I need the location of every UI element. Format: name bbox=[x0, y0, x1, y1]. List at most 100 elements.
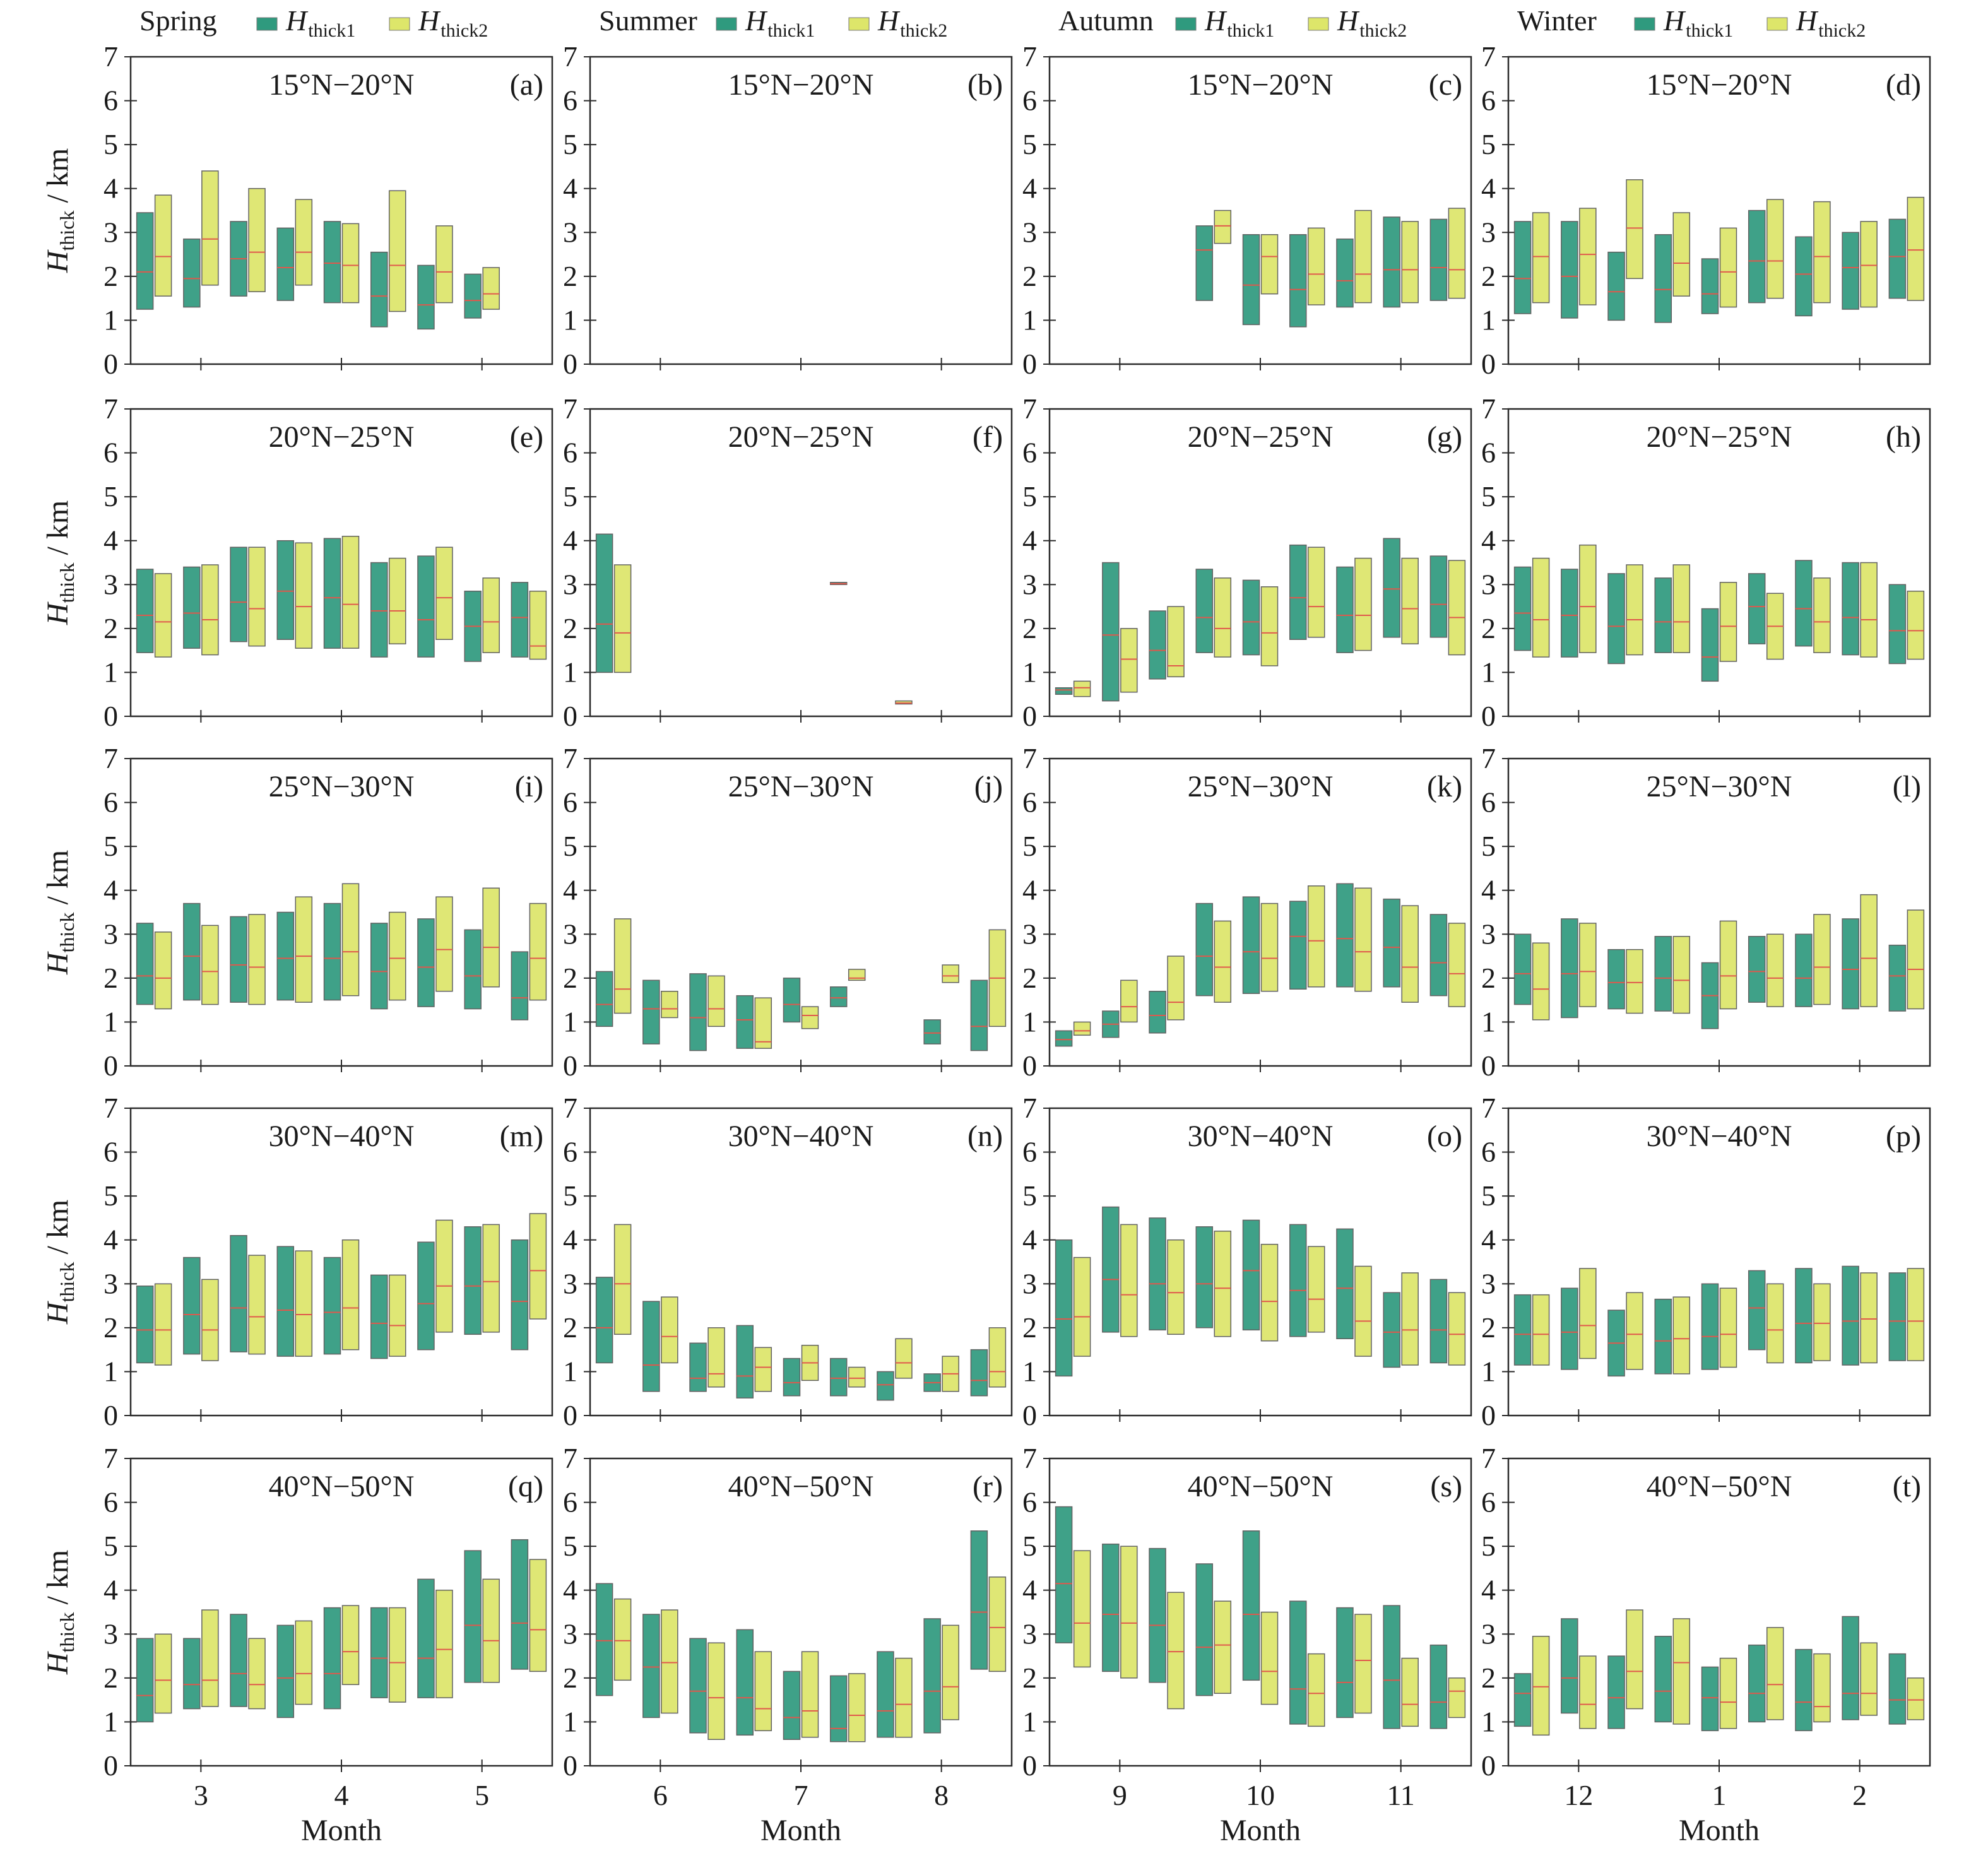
y-tick-label: 3 bbox=[104, 918, 118, 950]
box-thick1 bbox=[1654, 1298, 1672, 1375]
box-thick2 bbox=[201, 1609, 219, 1707]
box-thick2 bbox=[435, 896, 453, 992]
box-thick2 bbox=[154, 1633, 172, 1714]
y-tick-label: 5 bbox=[104, 128, 118, 160]
x-tick-label: 10 bbox=[1246, 1779, 1275, 1811]
panel-k: 0 1 2 3 4 5 6 7 25°N−30°N (k) bbox=[1022, 742, 1472, 1082]
box-thick1 bbox=[1561, 918, 1578, 1019]
box-thick2 bbox=[248, 1638, 266, 1710]
latitude-label: 40°N−50°N bbox=[728, 1470, 874, 1503]
box-thick2 bbox=[388, 190, 406, 312]
box-thick1 bbox=[595, 971, 613, 1027]
box-thick2 bbox=[1719, 1287, 1737, 1368]
legend-label-2: Hthick2 bbox=[1337, 4, 1407, 41]
box-thick1 bbox=[736, 995, 754, 1049]
box-thick2 bbox=[895, 1338, 913, 1379]
box-thick1 bbox=[1748, 210, 1766, 304]
legend-label-2: Hthick2 bbox=[418, 4, 488, 41]
box-thick2 bbox=[895, 700, 913, 705]
box-thick2 bbox=[248, 914, 266, 1005]
box-thick2 bbox=[1260, 1243, 1279, 1342]
box-thick2 bbox=[1120, 1224, 1138, 1337]
y-tick-label: 7 bbox=[1022, 1092, 1037, 1124]
box-thick1 bbox=[1842, 232, 1859, 310]
box-thick2 bbox=[1860, 221, 1878, 308]
box-thick1 bbox=[1607, 251, 1625, 321]
box-thick2 bbox=[1766, 199, 1784, 299]
box-thick2 bbox=[848, 1673, 866, 1742]
box-thick2 bbox=[435, 225, 453, 304]
box-thick1 bbox=[1242, 1530, 1260, 1681]
box-thick2 bbox=[661, 1296, 678, 1364]
box-thick1 bbox=[1607, 573, 1625, 665]
y-tick-label: 1 bbox=[1481, 1705, 1496, 1737]
box-thick2 bbox=[1813, 1283, 1831, 1361]
box-thick1 bbox=[1561, 221, 1578, 319]
y-tick-label: 0 bbox=[1481, 1050, 1496, 1082]
panel-m: 0 1 2 3 4 5 6 7 Hthick / km 30°N−40°N (m) bbox=[41, 1092, 553, 1431]
panel-r: 0 1 2 3 4 5 6 7 6 7 8 Month 40°N−50°N (r) bbox=[563, 1442, 1013, 1847]
box-thick2 bbox=[1766, 933, 1784, 1007]
latitude-label: 25°N−30°N bbox=[1647, 770, 1792, 803]
box-thick2 bbox=[341, 1239, 360, 1351]
y-tick-label: 2 bbox=[1481, 1311, 1496, 1344]
box-thick1 bbox=[642, 979, 660, 1044]
box-thick1 bbox=[323, 221, 341, 304]
box-thick1 bbox=[829, 1675, 848, 1742]
box-thick1 bbox=[1289, 901, 1307, 990]
box-thick1 bbox=[1149, 1217, 1166, 1331]
y-tick-label: 6 bbox=[104, 85, 118, 117]
box-thick2 bbox=[201, 1279, 219, 1361]
box-thick1 bbox=[1429, 1279, 1448, 1364]
box-thick1 bbox=[1701, 608, 1719, 682]
y-tick-label: 0 bbox=[563, 700, 577, 732]
legend-swatch-2 bbox=[848, 17, 870, 31]
box-thick2 bbox=[201, 564, 219, 656]
y-tick-label: 5 bbox=[563, 830, 577, 862]
box-thick1 bbox=[417, 264, 435, 330]
panel-frame bbox=[589, 408, 1013, 718]
box-thick2 bbox=[613, 918, 632, 1014]
y-axis-title: Hthick / km bbox=[41, 1550, 78, 1675]
latitude-label: 30°N−40°N bbox=[1647, 1120, 1792, 1153]
x-tick-label: 4 bbox=[334, 1779, 349, 1811]
box-thick1 bbox=[276, 1246, 295, 1357]
box-thick1 bbox=[970, 1349, 988, 1397]
box-thick2 bbox=[1579, 923, 1597, 1007]
box-thick2 bbox=[754, 1651, 772, 1732]
box-thick2 bbox=[1214, 1231, 1232, 1337]
box-thick1 bbox=[1795, 560, 1813, 647]
box-thick2 bbox=[1579, 544, 1597, 653]
y-tick-label: 1 bbox=[1481, 656, 1496, 688]
y-tick-label: 1 bbox=[1022, 656, 1037, 688]
box-thick1 bbox=[1654, 577, 1672, 653]
y-tick-label: 7 bbox=[1022, 393, 1037, 425]
box-thick2 bbox=[1260, 902, 1279, 992]
box-thick1 bbox=[417, 1241, 435, 1351]
box-thick1 bbox=[1055, 1030, 1073, 1047]
y-tick-label: 1 bbox=[1022, 304, 1037, 336]
box-thick2 bbox=[1907, 196, 1925, 301]
legend-swatch-2 bbox=[389, 17, 410, 31]
y-tick-label: 3 bbox=[1022, 918, 1037, 950]
latitude-label: 25°N−30°N bbox=[269, 770, 415, 803]
box-thick2 bbox=[613, 1598, 632, 1681]
y-tick-label: 2 bbox=[1481, 612, 1496, 644]
box-thick2 bbox=[1532, 557, 1550, 658]
panel-label: (t) bbox=[1893, 1470, 1921, 1503]
x-tick-label: 11 bbox=[1387, 1779, 1415, 1811]
y-tick-label: 6 bbox=[104, 437, 118, 469]
season-title: Autumn bbox=[1058, 4, 1154, 37]
x-axis-title: Month bbox=[760, 1814, 841, 1847]
box-thick1 bbox=[276, 1624, 295, 1718]
box-thick2 bbox=[248, 187, 266, 292]
box-thick2 bbox=[1579, 1655, 1597, 1729]
panel-frame bbox=[1048, 56, 1472, 365]
box-thick1 bbox=[1195, 1563, 1214, 1696]
latitude-label: 30°N−40°N bbox=[269, 1120, 415, 1153]
y-tick-label: 2 bbox=[563, 260, 577, 292]
box-thick1 bbox=[1383, 1605, 1400, 1729]
legend-label-2: Hthick2 bbox=[1796, 4, 1866, 41]
legend-label-1: Hthick1 bbox=[285, 4, 355, 41]
